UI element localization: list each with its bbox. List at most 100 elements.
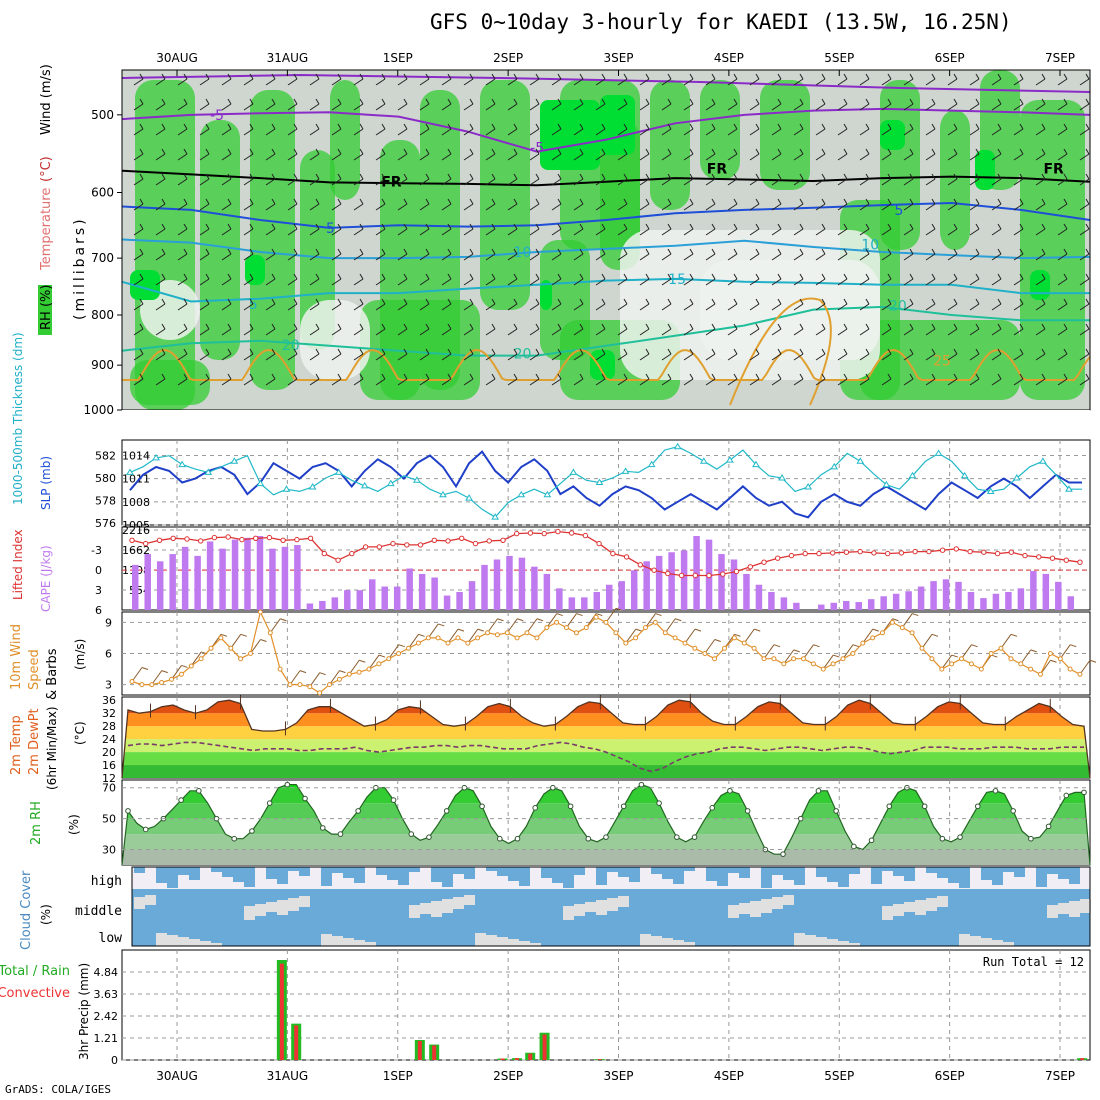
wind-barb-flag bbox=[821, 123, 826, 130]
wind-barb bbox=[441, 373, 452, 386]
wind-barb-shaft bbox=[991, 353, 1002, 361]
wind-barb bbox=[529, 373, 540, 386]
wind-barb-flag bbox=[403, 273, 408, 280]
y-tick-label-left: 576 bbox=[95, 517, 116, 530]
wind-barb-shaft bbox=[1057, 128, 1068, 136]
wind-barb-flag bbox=[601, 148, 606, 155]
wind-barb-flag bbox=[931, 273, 936, 280]
wind-barb bbox=[771, 323, 782, 336]
wind-barb-flag bbox=[557, 73, 562, 80]
wind-barb-shaft bbox=[529, 353, 540, 361]
wind-barb-shaft bbox=[199, 78, 210, 86]
wind-barb-flag bbox=[447, 198, 452, 205]
wind-barb-shaft bbox=[221, 103, 232, 111]
wind-barb-flag bbox=[843, 223, 848, 230]
wind-barb-shaft bbox=[133, 378, 144, 386]
wind-barb-surface bbox=[348, 659, 360, 675]
wind-barb bbox=[881, 373, 892, 386]
wind-barb-shaft bbox=[331, 328, 342, 336]
wind-barb bbox=[859, 173, 870, 186]
lifted-index-marker bbox=[885, 550, 891, 557]
wind-barb-shaft bbox=[265, 303, 276, 311]
cape-bar bbox=[281, 546, 289, 610]
wind-barb-flag bbox=[755, 173, 760, 180]
wind-barb-flag bbox=[557, 98, 562, 105]
wind-barb bbox=[529, 348, 540, 361]
wind-barb bbox=[1057, 323, 1068, 336]
lifted-index-marker bbox=[253, 535, 259, 541]
wind-barb bbox=[639, 73, 650, 86]
wind-speed-marker bbox=[475, 635, 481, 641]
cloud-low-gap bbox=[981, 938, 992, 946]
wind-barb-shaft bbox=[749, 103, 760, 111]
wind-speed-marker bbox=[198, 656, 204, 662]
wind-barb bbox=[353, 173, 364, 186]
date-label-bottom: 3SEP bbox=[603, 1069, 633, 1083]
wind-speed-marker bbox=[455, 635, 461, 641]
axis-label-cloud: Cloud Cover bbox=[19, 870, 34, 950]
wind-barb-flag bbox=[513, 248, 518, 255]
wind-barb-flag bbox=[689, 73, 694, 80]
wind-barb bbox=[485, 223, 496, 236]
wind-barb-flag bbox=[293, 73, 298, 80]
wind-barb-flag bbox=[579, 248, 584, 255]
wind-barb bbox=[529, 273, 540, 286]
cloud-row-label: middle bbox=[75, 904, 122, 919]
wind-barb-shaft bbox=[177, 153, 188, 161]
lifted-index-marker bbox=[830, 550, 836, 556]
wind-barb bbox=[353, 298, 364, 311]
wind-speed-marker bbox=[139, 682, 145, 688]
cloud-low-gap bbox=[211, 943, 222, 946]
wind-barb-shaft bbox=[595, 128, 606, 136]
wind-barb bbox=[639, 298, 650, 311]
lifted-index-marker bbox=[939, 547, 946, 553]
lifted-index-marker bbox=[665, 570, 671, 577]
wind-barb bbox=[595, 248, 606, 261]
wind-barb-flag bbox=[777, 323, 782, 330]
wind-barb-flag bbox=[689, 273, 694, 280]
wind-barb bbox=[133, 98, 144, 111]
rh-core bbox=[600, 95, 635, 155]
wind-barb-flag bbox=[359, 273, 364, 280]
cloud-high-bar bbox=[761, 867, 772, 888]
lifted-index-marker bbox=[871, 550, 877, 556]
wind-barb bbox=[969, 323, 980, 336]
wind-barb-flag bbox=[975, 148, 980, 155]
wind-barb-shaft bbox=[837, 303, 848, 311]
wind-barb-shaft bbox=[793, 378, 804, 386]
wind-barb bbox=[419, 323, 430, 336]
wind-barb-shaft bbox=[419, 78, 430, 86]
cape-bar bbox=[1005, 591, 1012, 610]
wind-barb-shaft bbox=[1079, 328, 1090, 336]
wind-barb-flag bbox=[337, 248, 342, 255]
rh-core bbox=[590, 350, 615, 380]
wind-barb bbox=[177, 298, 188, 311]
cloud-high-bar bbox=[134, 867, 145, 873]
wind-barb-shaft bbox=[969, 278, 980, 286]
wind-barb-shaft bbox=[859, 353, 870, 361]
wind-barb-flag bbox=[579, 123, 584, 130]
wind-barb bbox=[749, 123, 760, 136]
wind-barb bbox=[265, 98, 276, 111]
wind-barb bbox=[793, 298, 804, 311]
wind-barb-flag bbox=[205, 148, 210, 155]
wind-barb-shaft bbox=[837, 103, 848, 111]
wind-barb bbox=[551, 223, 562, 236]
wind-barb-flag bbox=[183, 98, 188, 105]
cape-bar bbox=[543, 573, 551, 610]
wind-barb-flag bbox=[733, 348, 738, 355]
wind-barb-flag bbox=[183, 173, 188, 180]
wind-barb-flag bbox=[491, 373, 496, 380]
wind-barb bbox=[683, 173, 694, 186]
wind-barb bbox=[1057, 123, 1068, 136]
wind-barb-shaft bbox=[155, 353, 166, 361]
wind-barb bbox=[947, 198, 958, 211]
wind-barb-flag bbox=[403, 348, 408, 355]
wind-barb-flag bbox=[557, 298, 562, 305]
cloud-high-bar bbox=[596, 867, 607, 885]
wind-barb-surface-flag bbox=[1089, 659, 1097, 663]
wind-barb-flag bbox=[425, 173, 430, 180]
wind-barb-flag bbox=[557, 198, 562, 205]
wind-barb-shaft bbox=[815, 378, 826, 386]
wind-speed-marker bbox=[889, 619, 895, 625]
